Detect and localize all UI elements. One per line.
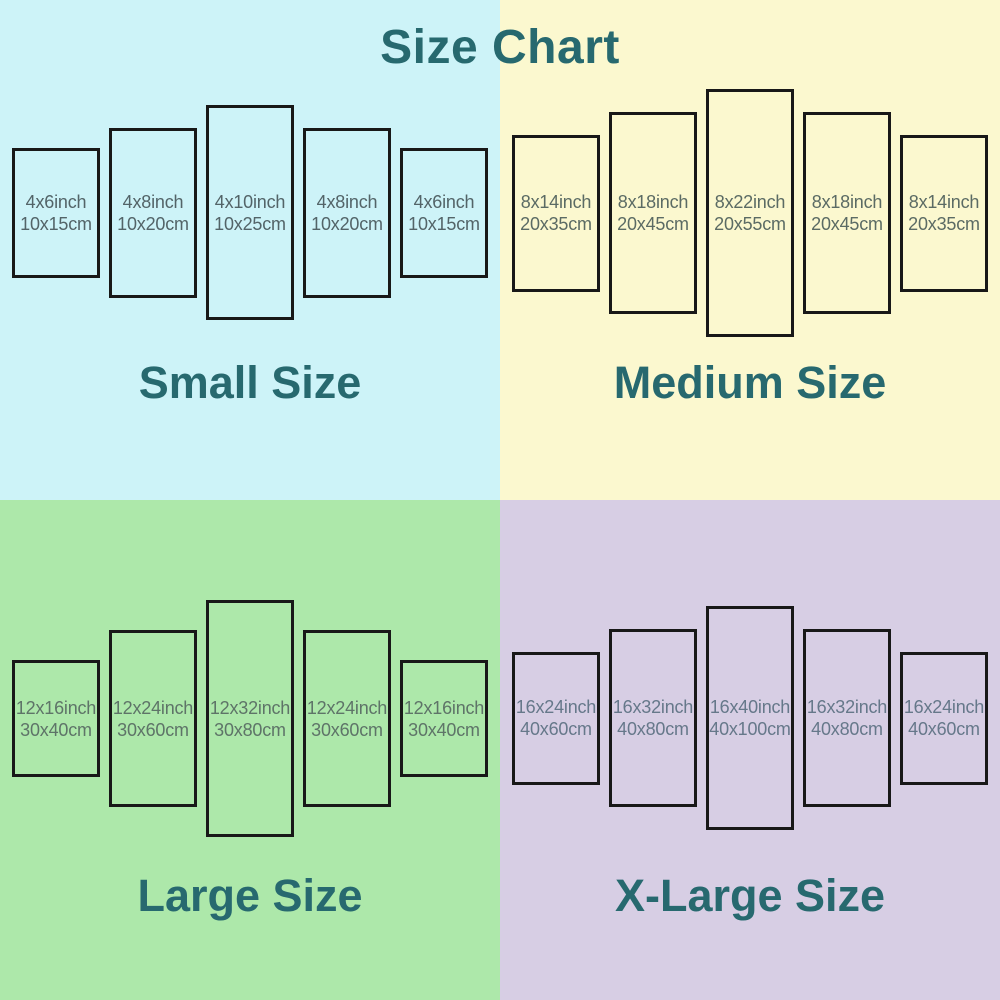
panel-size-cm: 10x20cm — [311, 213, 383, 234]
panel-size-inch: 4x6inch — [25, 191, 87, 212]
panel-row-large: 12x16inch 30x40cm 12x24inch 30x60cm 12x3… — [12, 600, 488, 837]
panel-size-cm: 40x60cm — [908, 719, 980, 739]
canvas-panel: 16x32inch 40x80cm — [803, 629, 891, 807]
panel-size-inch: 8x18inch — [617, 192, 689, 212]
panel-size-cm: 20x55cm — [714, 214, 786, 234]
panel-size-inch: 4x6inch — [413, 191, 475, 212]
canvas-panel: 12x16inch 30x40cm — [400, 660, 488, 777]
panel-size-inch: 16x24inch — [515, 697, 597, 717]
panel-row-small: 4x6inch 10x15cm 4x8inch 10x20cm 4x10inch… — [12, 105, 488, 320]
canvas-panel: 16x24inch 40x60cm — [512, 651, 600, 785]
panel-size-inch: 8x22inch — [714, 192, 786, 212]
panel-size-inch: 12x24inch — [306, 697, 388, 718]
panel-size-cm: 40x80cm — [811, 719, 883, 739]
canvas-panel: 8x14inch 20x35cm — [512, 134, 600, 292]
panel-size-inch: 12x16inch — [15, 697, 97, 718]
page-title: Size Chart — [380, 21, 620, 74]
panel-size-cm: 30x40cm — [408, 719, 480, 740]
canvas-panel: 8x22inch 20x55cm — [706, 89, 794, 337]
canvas-panel: 12x24inch 30x60cm — [109, 630, 197, 807]
quadrant-small-size: 4x6inch 10x15cm 4x8inch 10x20cm 4x10inch… — [0, 0, 500, 500]
panel-size-cm: 40x80cm — [617, 719, 689, 739]
panel-size-inch: 12x32inch — [209, 697, 291, 718]
canvas-panel: 8x18inch 20x45cm — [803, 112, 891, 314]
canvas-panel: 4x6inch 10x15cm — [400, 147, 488, 278]
canvas-panel: 4x8inch 10x20cm — [109, 127, 197, 298]
canvas-panel: 4x10inch 10x25cm — [206, 105, 294, 320]
panel-size-inch: 16x32inch — [612, 697, 694, 717]
canvas-panel: 12x24inch 30x60cm — [303, 630, 391, 807]
panel-row-xlarge: 16x24inch 40x60cm 16x32inch 40x80cm 16x4… — [512, 606, 988, 830]
panel-size-cm: 10x20cm — [117, 213, 189, 234]
panel-size-inch: 16x32inch — [806, 697, 888, 717]
canvas-panel: 16x32inch 40x80cm — [609, 629, 697, 807]
panel-size-inch: 12x24inch — [112, 697, 194, 718]
panel-size-inch: 4x10inch — [214, 191, 286, 212]
panel-size-cm: 40x100cm — [709, 719, 791, 739]
canvas-panel: 8x14inch 20x35cm — [900, 134, 988, 292]
quadrant-label-large: Large Size — [137, 870, 363, 921]
panel-size-inch: 8x18inch — [811, 192, 883, 212]
panel-size-cm: 30x60cm — [311, 719, 383, 740]
canvas-panel: 4x8inch 10x20cm — [303, 127, 391, 298]
panel-size-inch: 16x40inch — [709, 697, 791, 717]
panel-size-cm: 20x35cm — [520, 214, 592, 234]
panel-size-cm: 20x45cm — [617, 214, 689, 234]
quadrant-label-small: Small Size — [138, 357, 362, 408]
canvas-panel: 12x32inch 30x80cm — [206, 600, 294, 837]
canvas-panel: 4x6inch 10x15cm — [12, 147, 100, 278]
panel-size-cm: 20x35cm — [908, 214, 980, 234]
panel-size-inch: 8x14inch — [908, 192, 980, 212]
panel-size-cm: 30x80cm — [214, 719, 286, 740]
panel-size-inch: 8x14inch — [520, 192, 592, 212]
quadrant-medium-size: 8x14inch 20x35cm 8x18inch 20x45cm 8x22in… — [500, 0, 1000, 500]
panel-size-cm: 30x40cm — [20, 719, 92, 740]
canvas-panel: 8x18inch 20x45cm — [609, 112, 697, 314]
panel-size-cm: 30x60cm — [117, 719, 189, 740]
panel-size-cm: 10x15cm — [408, 213, 480, 234]
panel-size-inch: 4x8inch — [316, 191, 378, 212]
canvas-panel: 16x40inch 40x100cm — [706, 606, 794, 830]
canvas-panel: 12x16inch 30x40cm — [12, 660, 100, 777]
canvas-panel: 16x24inch 40x60cm — [900, 651, 988, 785]
panel-size-cm: 10x25cm — [214, 213, 286, 234]
quadrant-xlarge-size: 16x24inch 40x60cm 16x32inch 40x80cm 16x4… — [500, 500, 1000, 1000]
panel-size-cm: 20x45cm — [811, 214, 883, 234]
panel-row-medium: 8x14inch 20x35cm 8x18inch 20x45cm 8x22in… — [512, 89, 988, 337]
panel-size-inch: 16x24inch — [903, 697, 985, 717]
quadrant-large-size: 12x16inch 30x40cm 12x24inch 30x60cm 12x3… — [0, 500, 500, 1000]
quadrant-label-medium: Medium Size — [613, 357, 887, 408]
quadrant-label-xlarge: X-Large Size — [614, 870, 886, 921]
panel-size-cm: 10x15cm — [20, 213, 92, 234]
panel-size-inch: 12x16inch — [403, 697, 485, 718]
panel-size-inch: 4x8inch — [122, 191, 184, 212]
panel-size-cm: 40x60cm — [520, 719, 592, 739]
